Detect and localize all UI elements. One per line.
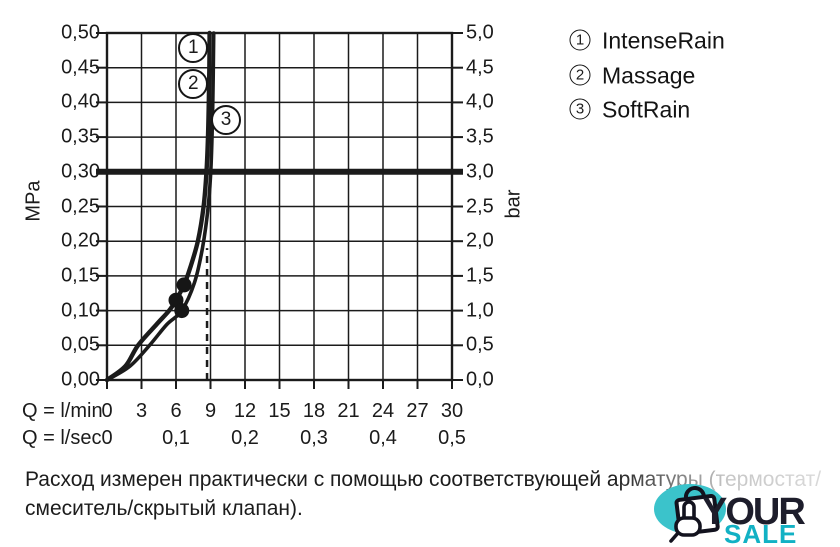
legend-num-2: 2 — [569, 64, 591, 86]
x-tick-lmin: 27 — [406, 400, 429, 422]
y-axis-unit-left: MPa — [22, 180, 45, 222]
x-axis-caption-lmin: Q = l/min — [22, 400, 103, 422]
curve-label-1: 1 — [178, 32, 209, 63]
plot-border — [105, 31, 454, 382]
y-tick-bar: 1,5 — [466, 264, 494, 287]
y-tick-bar: 4,0 — [466, 90, 494, 113]
x-tick-lmin: 30 — [440, 400, 464, 422]
x-tick-lsec: 0,3 — [300, 427, 328, 449]
grid-lines — [106, 32, 453, 381]
footnote-line-2: смеситель/скрытый клапан). — [25, 497, 303, 520]
flow-chart-canvas — [96, 30, 463, 389]
y-tick-bar: 4,5 — [466, 56, 494, 79]
legend-item-softrain: SoftRain — [602, 96, 691, 123]
y-tick-mpa: 0,50 — [61, 21, 100, 44]
curve-series-1 — [104, 30, 212, 383]
x-tick-lmin: 6 — [170, 400, 182, 422]
y-tick-mpa: 0,30 — [61, 160, 100, 183]
y-tick-bar: 3,0 — [466, 160, 494, 183]
x-axis-caption-lsec: Q = l/sec — [22, 427, 102, 449]
x-tick-lmin: 0 — [101, 400, 113, 422]
x-tick-lmin: 3 — [135, 400, 148, 422]
x-tick-lmin: 15 — [268, 400, 291, 422]
y-tick-mpa: 0,25 — [61, 195, 100, 217]
x-tick-lmin: 12 — [233, 400, 257, 422]
curve-label-2: 2 — [178, 68, 209, 99]
y-tick-bar: 2,0 — [466, 229, 494, 252]
x-tick-lsec: 0,2 — [231, 427, 259, 449]
x-tick-lsec: 0 — [101, 427, 113, 449]
y-tick-bar: 3,5 — [466, 125, 494, 148]
x-tick-lsec: 0,4 — [369, 427, 397, 449]
y-tick-mpa: 0,20 — [61, 229, 100, 252]
legend-item-massage: Massage — [602, 62, 696, 89]
curve-series-2 — [105, 31, 216, 382]
y-tick-mpa: 0,00 — [61, 368, 100, 391]
y-tick-bar: 1,0 — [466, 299, 494, 322]
x-tick-lsec: 0,1 — [162, 427, 190, 449]
hand-cursor-icon — [669, 500, 702, 543]
legend-num-1: 1 — [569, 29, 591, 51]
y-tick-mpa: 0,15 — [61, 264, 100, 287]
y-tick-bar: 0,5 — [466, 333, 494, 356]
y-tick-mpa: 0,35 — [61, 125, 100, 148]
logo-fade-overlay — [612, 459, 840, 497]
y-tick-mpa: 0,05 — [61, 333, 100, 356]
x-tick-lmin: 21 — [337, 400, 360, 422]
curve-label-3: 3 — [211, 104, 242, 135]
legend-num-3: 3 — [569, 98, 591, 120]
y-tick-bar: 5,0 — [466, 21, 494, 44]
x-tick-lmin: 18 — [302, 400, 326, 422]
curve-markers — [168, 277, 192, 319]
y-tick-mpa: 0,10 — [61, 299, 100, 322]
y-tick-bar: 0,0 — [466, 368, 494, 391]
x-tick-lmin: 24 — [371, 400, 395, 422]
yoursale-logo: YOUR SALE — [654, 484, 807, 547]
y-axis-unit-right: bar — [502, 189, 525, 219]
legend-item-intenserain: IntenseRain — [602, 27, 725, 54]
x-tick-lmin: 9 — [204, 400, 217, 422]
y-tick-mpa: 0,40 — [61, 90, 100, 113]
logo-word-your: YOUR — [702, 491, 805, 533]
y-tick-mpa: 0,45 — [61, 56, 100, 79]
y-tick-bar: 2,5 — [466, 195, 494, 217]
x-tick-lsec: 0,5 — [438, 427, 466, 449]
logo-word-sale: SALE — [724, 519, 797, 547]
